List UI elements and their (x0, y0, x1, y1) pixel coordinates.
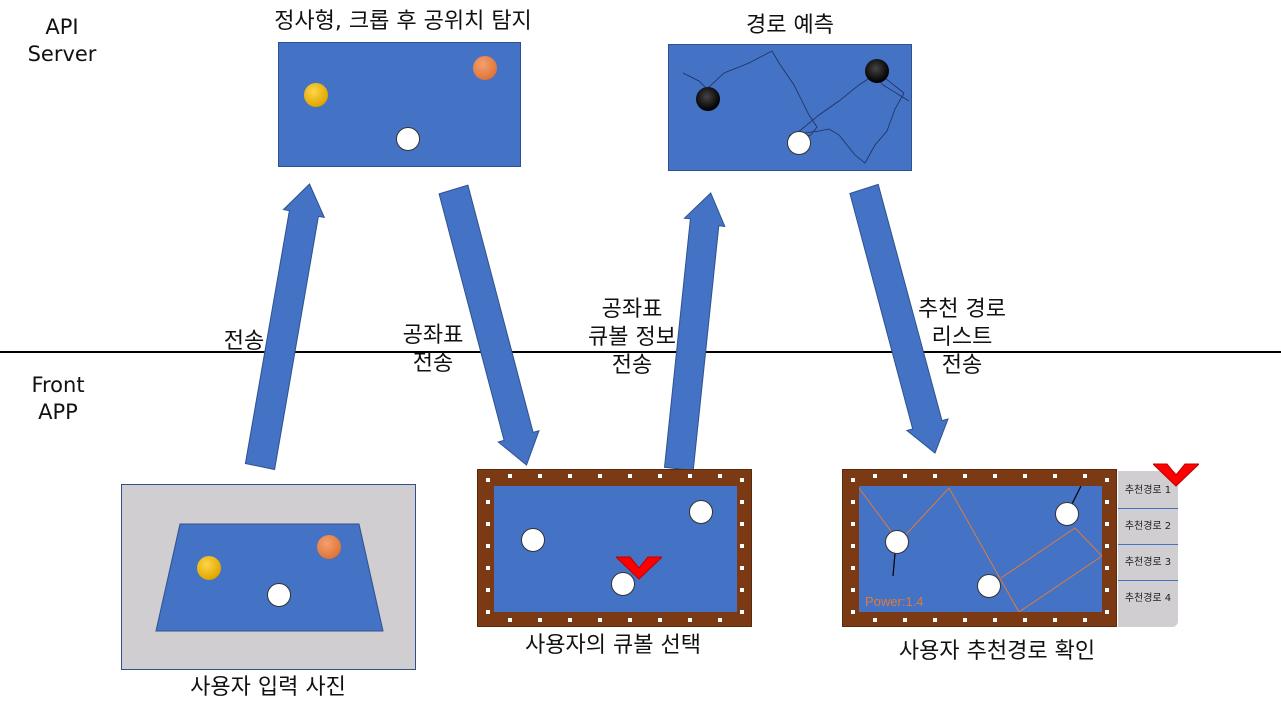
orange-ball (317, 535, 341, 559)
select-caption: 사용자의 큐볼 선택 (525, 633, 701, 658)
photo-table (155, 523, 384, 632)
white-ball (885, 530, 909, 554)
route-list-item-3[interactable]: 추천경로 3 (1118, 545, 1178, 581)
detect-title: 정사형, 크롭 후 공위치 탐지 (274, 9, 532, 34)
yellow-ball (197, 556, 221, 580)
selected-route-marker-icon (1153, 463, 1199, 487)
cue-ball (977, 574, 1001, 598)
cue-ball-selected[interactable] (611, 572, 635, 596)
predict-table (668, 44, 912, 171)
white-ball[interactable] (521, 528, 545, 552)
arrow-send-coords (438, 184, 540, 466)
confirm-caption: 사용자 추천경로 확인 (898, 639, 1096, 664)
user-photo-caption: 사용자 입력 사진 (190, 675, 346, 700)
white-ball (396, 127, 420, 151)
table-rails (486, 474, 744, 622)
arrow-send-route-list (849, 183, 949, 454)
table-cloth: Power:1.4 (859, 486, 1102, 612)
user-photo (121, 484, 416, 670)
label-send-coords: 공좌표 전송 (402, 323, 464, 376)
label-send-route-list: 추천 경로 리스트 전송 (918, 297, 1006, 378)
white-ball (267, 583, 291, 607)
api-server-label: API Server (27, 15, 97, 66)
label-send: 전송 (223, 329, 265, 354)
orange-ball (473, 56, 497, 80)
table-cloth (494, 486, 737, 612)
arrow-send-coords-cue (663, 192, 726, 472)
selection-marker-icon (616, 556, 662, 580)
front-app-label: Front APP (31, 373, 85, 424)
white-ball (1055, 502, 1079, 526)
label-send-coords-cue: 공좌표 큐볼 정보 전송 (588, 297, 676, 378)
table-rails (851, 474, 1109, 622)
route-list-item-2[interactable]: 추천경로 2 (1118, 509, 1178, 545)
arrow-upload-photo (244, 183, 326, 471)
black-ball (696, 87, 720, 111)
route-list-panel: 추천경로 1 추천경로 2 추천경로 3 추천경로 4 (1118, 471, 1178, 627)
detect-table (278, 42, 521, 167)
select-table (477, 469, 752, 627)
white-ball (787, 131, 811, 155)
power-readout: Power:1.4 (865, 594, 924, 609)
predict-title: 경로 예측 (746, 13, 834, 38)
confirm-table: Power:1.4 (842, 469, 1117, 627)
white-ball[interactable] (689, 500, 713, 524)
yellow-ball (304, 83, 328, 107)
layer-divider (0, 351, 1281, 353)
route-list-item-1[interactable]: 추천경로 1 (1118, 473, 1178, 509)
route-list-item-4[interactable]: 추천경로 4 (1124, 593, 1172, 604)
black-ball (865, 59, 889, 83)
